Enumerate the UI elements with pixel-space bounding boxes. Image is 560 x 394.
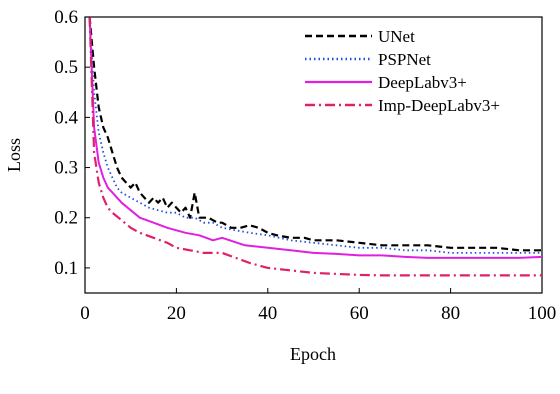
y-axis-label: Loss [4,138,24,172]
tick-layer: 0 20 40 60 80 100 0.1 0.2 0.3 0.4 0.5 0.6 [54,7,556,324]
plot-frame [84,16,543,294]
series-layer [88,16,543,277]
legend-label: PSPNet [378,50,431,69]
x-tick-label: 80 [441,303,460,324]
x-tick-label: 20 [167,303,186,324]
y-tick-label: 0.1 [54,258,78,279]
legend-label: Imp-DeepLabv3+ [378,96,500,115]
series-line-unet [88,16,542,252]
x-axis-label: Epoch [290,344,336,364]
legend-label: UNet [378,27,415,46]
x-tick-label: 100 [528,303,557,324]
y-tick-label: 0.5 [54,57,78,78]
x-tick-label: 0 [80,303,90,324]
series-line-pspnet [88,16,542,254]
x-tick-label: 60 [350,303,369,324]
series-line-imp-deeplabv3- [88,16,542,277]
y-tick-label: 0.4 [54,107,78,128]
x-tick-label: 40 [258,303,277,324]
y-tick-label: 0.3 [54,158,78,179]
legend: UNet PSPNet DeepLabv3+ Imp-DeepLabv3+ [305,27,500,115]
y-tick-label: 0.6 [54,7,78,28]
series-line-deeplabv3- [88,16,543,259]
legend-label: DeepLabv3+ [378,73,467,92]
y-tick-label: 0.2 [54,208,78,229]
